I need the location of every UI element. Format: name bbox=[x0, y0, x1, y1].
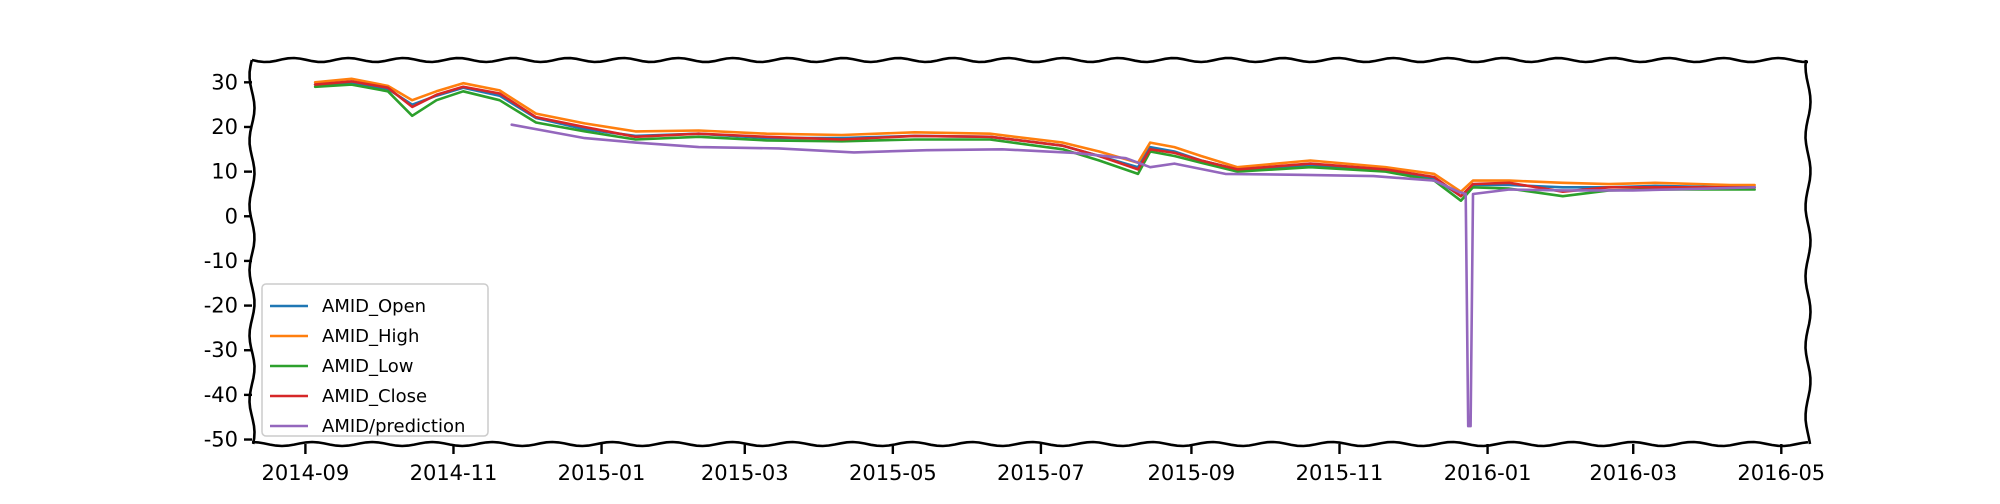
legend-box bbox=[261, 283, 489, 437]
x-tick-label: 2016-01 bbox=[1444, 461, 1532, 485]
axes-layer: 30 20 10 0 -10 -20 -30 -40 -50 2014-09 2014-11 2015… bbox=[204, 70, 1825, 485]
x-tick-label: 2015-09 bbox=[1148, 461, 1236, 485]
x-tick-label: 2014-09 bbox=[262, 461, 350, 485]
legend-label: AMID_Close bbox=[322, 386, 427, 407]
y-tick-label: -50 bbox=[204, 428, 238, 452]
series-line-amid-low bbox=[313, 83, 1756, 202]
legend: AMID_Open AMID_High AMID_Low AMID_Close AMID… bbox=[261, 283, 489, 437]
x-tick-label: 2015-07 bbox=[997, 461, 1085, 485]
legend-label: AMID_High bbox=[322, 326, 419, 347]
series-line-amid-high bbox=[313, 77, 1756, 193]
x-tick-label: 2016-05 bbox=[1737, 461, 1825, 485]
y-tick-label: 0 bbox=[225, 204, 238, 228]
x-tick-label: 2015-03 bbox=[701, 461, 789, 485]
series-line-amid-prediction bbox=[510, 123, 1756, 428]
y-tick-label: -30 bbox=[204, 338, 238, 362]
x-tick-label: 2015-05 bbox=[849, 461, 937, 485]
y-tick-label: 10 bbox=[211, 160, 238, 184]
y-tick-label: -40 bbox=[204, 383, 238, 407]
x-tick-label: 2015-11 bbox=[1296, 461, 1384, 485]
legend-label: AMID_Open bbox=[322, 296, 426, 317]
y-tick-label: 30 bbox=[211, 70, 238, 94]
legend-label: AMID_Low bbox=[322, 356, 413, 377]
x-tick-label: 2015-01 bbox=[558, 461, 646, 485]
x-tick-label: 2016-03 bbox=[1589, 461, 1677, 485]
legend-label: AMID/prediction bbox=[322, 416, 465, 437]
y-tick-label: 20 bbox=[211, 115, 238, 139]
y-tick-label: -10 bbox=[204, 249, 238, 273]
plot-area-frame bbox=[248, 56, 1812, 448]
series-layer bbox=[313, 77, 1756, 428]
y-tick-label: -20 bbox=[204, 294, 238, 318]
x-tick-label: 2014-11 bbox=[410, 461, 498, 485]
